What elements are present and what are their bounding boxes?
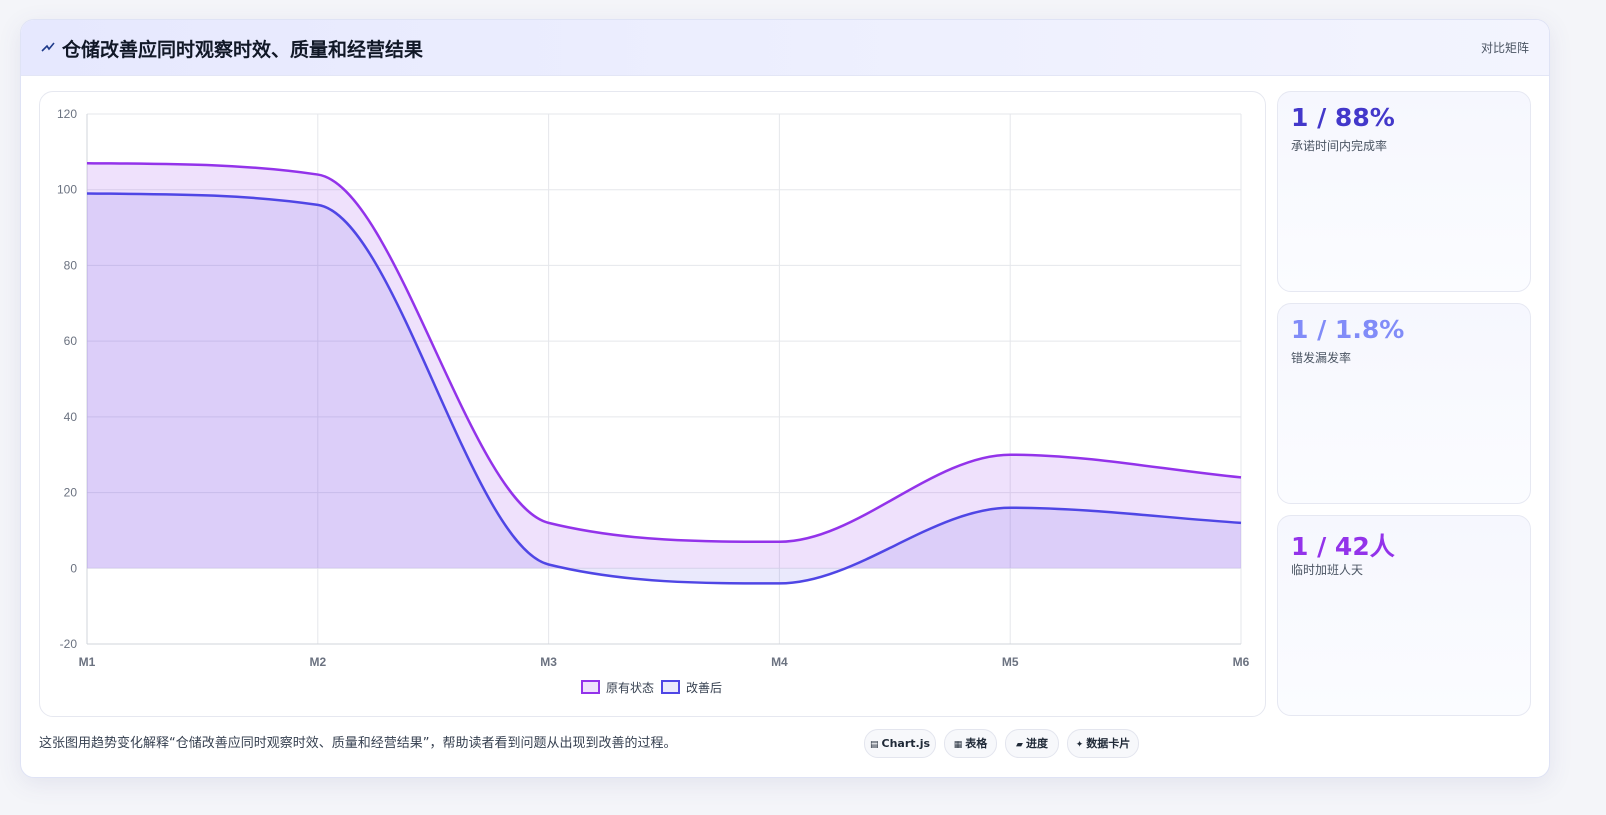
series-line xyxy=(86,161,1242,544)
legend-swatch xyxy=(581,680,600,694)
kpi-card-on-time[interactable]: 1 / 88% 承诺时间内完成率 xyxy=(1277,91,1531,292)
chip-label: 进度 xyxy=(1025,737,1048,750)
x-tick-label: M5 xyxy=(1002,655,1019,669)
kpi-label: 错发漏发率 xyxy=(1291,351,1352,365)
x-tick-label: M4 xyxy=(771,655,788,669)
table-icon: ▦ xyxy=(953,740,963,750)
chip-label: Chart.js xyxy=(881,737,931,750)
y-tick-label: 120 xyxy=(57,107,77,121)
dashboard-panel: 仓储改善应同时观察时效、质量和经营结果 对比矩阵 -20 0 20 40 60 80 100… xyxy=(20,19,1550,778)
x-tick-label: M3 xyxy=(540,655,557,669)
chip-label: 数据卡片 xyxy=(1086,737,1131,750)
y-tick-label: 40 xyxy=(64,410,78,424)
kpi-label: 承诺时间内完成率 xyxy=(1291,139,1388,153)
trend-chart: -20 0 20 40 60 80 100 120 M1 M2 M3 M4 M5 M6 原有状态 改善后 xyxy=(57,107,1250,695)
kpi-value: 1 / 88% xyxy=(1291,103,1395,132)
view-tag[interactable]: 对比矩阵 xyxy=(1480,41,1529,55)
kpi-value: 1 / 42人 xyxy=(1291,532,1395,561)
kpi-card-error-rate[interactable]: 1 / 1.8% 错发漏发率 xyxy=(1277,303,1531,504)
y-tick-label: -20 xyxy=(60,637,78,651)
trend-icon xyxy=(41,42,55,52)
sparkle-icon: ✦ xyxy=(1075,740,1084,750)
panel-header: 仓储改善应同时观察时效、质量和经营结果 对比矩阵 xyxy=(21,20,1549,76)
y-tick-label: 20 xyxy=(64,486,78,500)
legend-label: 原有状态 xyxy=(606,681,654,695)
series-line xyxy=(86,192,1242,585)
y-tick-label: 0 xyxy=(70,561,77,575)
chip-data-card[interactable]: ✦ 数据卡片 xyxy=(1067,729,1139,758)
chip-progress[interactable]: ▰ 进度 xyxy=(1005,729,1059,758)
chart-icon: ▤ xyxy=(869,740,879,750)
y-tick-label: 60 xyxy=(64,334,78,348)
legend-label: 改善后 xyxy=(686,680,722,695)
x-tick-label: M6 xyxy=(1233,655,1250,669)
series-area xyxy=(87,193,1241,584)
y-tick-label: 100 xyxy=(57,183,77,197)
y-tick-label: 80 xyxy=(64,258,78,272)
chart-caption: 这张图用趋势变化解释“仓储改善应同时观察时效、质量和经营结果”，帮助读者看到问题… xyxy=(39,736,677,751)
chip-chartjs[interactable]: ▤ Chart.js xyxy=(864,729,936,758)
kpi-value: 1 / 1.8% xyxy=(1291,315,1405,344)
legend-swatch xyxy=(661,680,680,694)
page-title: 仓储改善应同时观察时效、质量和经营结果 xyxy=(62,39,424,61)
chip-table[interactable]: ▦ 表格 xyxy=(944,729,997,758)
kpi-label: 临时加班人天 xyxy=(1291,563,1364,577)
x-tick-label: M2 xyxy=(309,655,326,669)
chip-label: 表格 xyxy=(965,737,988,750)
x-tick-label: M1 xyxy=(79,655,96,669)
chart-card: -20 0 20 40 60 80 100 120 M1 M2 M3 M4 M5 M6 原有状态 改善后 xyxy=(39,91,1266,717)
kpi-card-overtime[interactable]: 1 / 42人 临时加班人天 xyxy=(1277,515,1531,716)
progress-icon: ▰ xyxy=(1016,740,1023,750)
